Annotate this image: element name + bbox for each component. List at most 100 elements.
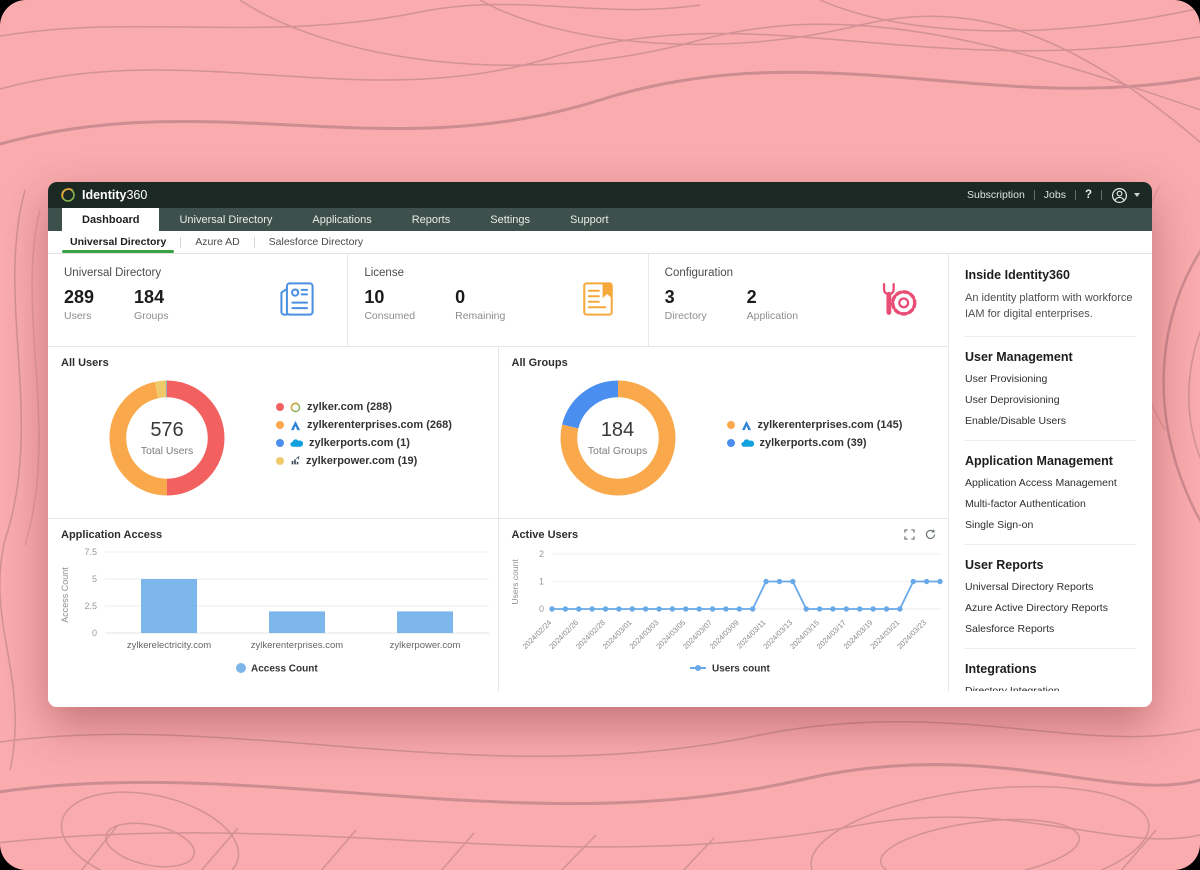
divider — [965, 439, 1136, 441]
zylker-logo-icon — [290, 402, 301, 413]
sidebar-link[interactable]: Enable/Disable Users — [965, 414, 1066, 427]
legend-dot — [726, 421, 735, 430]
tab-universal-directory[interactable]: Universal Directory — [179, 213, 273, 226]
salesforce-icon — [290, 438, 303, 448]
legend-item[interactable]: zylkerenterprises.com (145) — [726, 419, 902, 431]
svg-text:Access Count: Access Count — [60, 567, 70, 623]
tab-dashboard[interactable]: Dashboard — [62, 208, 160, 231]
tab-settings[interactable]: Settings — [490, 213, 530, 226]
tab-applications[interactable]: Applications — [312, 213, 372, 226]
all-groups-legend: zylkerenterprises.com (145) zylkerports.c… — [726, 355, 903, 514]
groups-label: Groups — [134, 310, 169, 322]
legend-item[interactable]: zylkerports.com (1) — [276, 437, 452, 449]
card-title: Universal Directory — [64, 267, 162, 279]
sidebar-link[interactable]: Universal Directory Reports — [965, 580, 1094, 593]
help-button[interactable]: ? — [1084, 189, 1092, 201]
sidebar-section-user-reports: User Reports — [965, 557, 1044, 572]
subtab-salesforce-directory[interactable]: Salesforce Directory — [268, 236, 364, 248]
identity360-logo-icon — [61, 188, 75, 202]
all-users-legend: zylker.com (288) zylkerenterprises.com (2… — [276, 355, 452, 514]
remaining-label: Remaining — [455, 310, 506, 322]
svg-text:2.5: 2.5 — [84, 601, 97, 611]
application-count: 2 — [746, 287, 757, 307]
active-users-line-chart: Users count0122024/02/242024/02/262024/0… — [510, 549, 943, 674]
sidebar-link[interactable]: Application Access Management — [965, 476, 1117, 489]
configuration-card: Configuration 3 Directory 2 Application — [649, 254, 948, 346]
consumed-label: Consumed — [364, 310, 416, 322]
tab-support[interactable]: Support — [570, 213, 609, 226]
sidebar-link[interactable]: User Provisioning — [965, 372, 1048, 385]
refresh-icon[interactable] — [925, 529, 936, 540]
panel-title: Application Access — [61, 528, 163, 541]
directory-document-icon — [280, 282, 314, 316]
main-nav: Dashboard Universal Directory Applicatio… — [48, 208, 1152, 231]
legend-item[interactable]: zylkerports.com (39) — [726, 437, 903, 450]
legend-item[interactable]: zylkerpower.com (19) — [276, 455, 452, 467]
salesforce-icon — [740, 438, 754, 448]
subtab-azure-ad[interactable]: Azure AD — [195, 236, 240, 248]
legend-label: zylkerports.com (39) — [759, 437, 867, 450]
dashboard-main: Universal Directory 289 Users 184 Groups — [48, 254, 949, 691]
svg-text:0: 0 — [92, 628, 97, 638]
config-wrench-gear-icon — [882, 283, 917, 316]
groups-count: 184 — [134, 287, 165, 307]
sidebar-link[interactable]: Directory Integration — [965, 684, 1060, 691]
license-card: License 10 Consumed 0 Remaining — [348, 254, 649, 346]
chevron-down-icon[interactable] — [1134, 193, 1140, 197]
svg-text:Users count: Users count — [712, 663, 770, 674]
sidebar-link[interactable]: User Deprovisioning — [965, 393, 1060, 406]
all-users-panel: All Users 576 Total Users zylker.com (28… — [48, 346, 499, 518]
azure-ad-icon — [741, 420, 752, 431]
legend-item[interactable]: zylker.com (288) — [276, 401, 452, 413]
sidebar-description: An identity platform with workforce IAM … — [965, 292, 1133, 320]
divider — [965, 543, 1136, 545]
window-footer — [48, 691, 1152, 707]
directory-label: Directory — [664, 310, 707, 322]
sidebar-link[interactable]: Single Sign-on — [965, 518, 1034, 531]
svg-text:0: 0 — [538, 604, 543, 614]
tab-reports[interactable]: Reports — [411, 213, 451, 226]
sidebar-link[interactable]: Multi-factor Authentication — [965, 497, 1086, 510]
sidebar-section-application-management: Application Management — [965, 453, 1113, 468]
panel-title: All Users — [61, 356, 109, 369]
legend-label: zylker.com (288) — [307, 401, 392, 414]
svg-text:zylkerelectricity.com: zylkerelectricity.com — [127, 640, 211, 651]
directory-count: 3 — [664, 287, 675, 307]
brand-logo[interactable]: Identity360 — [60, 187, 147, 203]
universal-directory-card: Universal Directory 289 Users 184 Groups — [48, 254, 349, 346]
divider — [253, 236, 255, 248]
legend-label: zylkerpower.com (19) — [306, 455, 418, 468]
legend-label: zylkerports.com (1) — [309, 437, 410, 450]
subscription-link[interactable]: Subscription — [967, 189, 1025, 201]
sidebar-link[interactable]: Salesforce Reports — [965, 622, 1055, 635]
panel-title: Active Users — [511, 528, 579, 541]
application-access-bar-chart: Access Count 0 2.5 5 7.5 zylkerelectricity.co… — [60, 547, 489, 674]
svg-text:zylkerpower.com: zylkerpower.com — [390, 640, 461, 651]
legend-dot — [276, 421, 284, 430]
jobs-link[interactable]: Jobs — [1043, 189, 1066, 201]
svg-text:Access Count: Access Count — [251, 663, 318, 674]
legend-dot — [276, 457, 284, 466]
divider — [1101, 190, 1102, 200]
divider — [180, 236, 182, 248]
top-bar: Identity360 Subscription Jobs ? — [48, 182, 1152, 208]
brand-name: Identity360 — [82, 188, 148, 202]
zylkerpower-icon — [290, 456, 300, 466]
svg-text:2: 2 — [538, 549, 543, 559]
subtab-universal-directory[interactable]: Universal Directory — [56, 231, 180, 253]
svg-text:5: 5 — [92, 574, 97, 584]
user-avatar-icon[interactable] — [1111, 187, 1128, 204]
all-groups-donut-chart: 184 Total Groups — [551, 371, 685, 505]
sidebar-section-inside-identity360: Inside Identity360 — [965, 268, 1070, 282]
card-title: Configuration — [664, 267, 734, 279]
license-document-icon — [582, 282, 613, 316]
expand-icon[interactable] — [904, 529, 915, 540]
legend-item[interactable]: zylkerenterprises.com (268) — [276, 419, 452, 431]
legend-label: zylkerenterprises.com (268) — [307, 419, 452, 432]
legend-dot — [276, 403, 284, 412]
svg-text:zylkerenterprises.com: zylkerenterprises.com — [251, 640, 343, 651]
sidebar-link[interactable]: Azure Active Directory Reports — [965, 601, 1108, 614]
info-sidebar: Inside Identity360 An identity platform … — [949, 254, 1152, 691]
top-bar-right: Subscription Jobs ? — [967, 187, 1140, 204]
